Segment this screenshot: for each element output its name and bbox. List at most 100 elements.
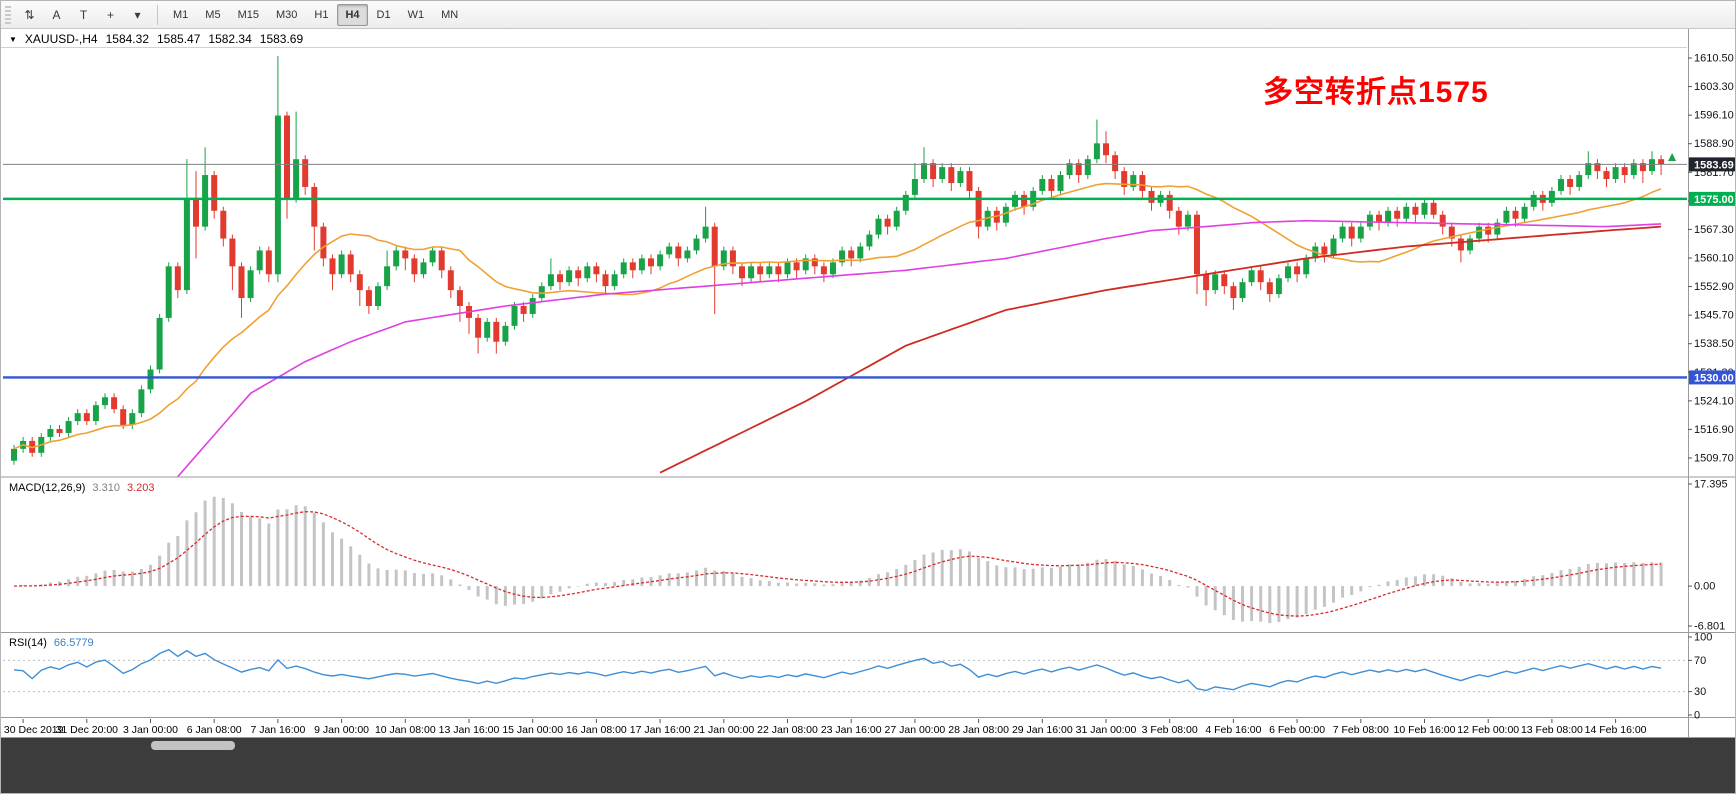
rsi-label: RSI(14)	[9, 637, 47, 649]
tool-text-label-icon[interactable]: T	[79, 7, 88, 22]
chart-ohlc-header: ▼ XAUUSD-,H4 1584.32 1585.47 1582.34 158…	[9, 32, 303, 46]
svg-text:1552.90: 1552.90	[1694, 281, 1734, 293]
svg-text:-6.801: -6.801	[1694, 621, 1725, 633]
toolbar-grip[interactable]	[5, 5, 11, 24]
svg-text:1516.90: 1516.90	[1694, 424, 1734, 436]
tool-draw-dropdown-icon[interactable]: ▾	[134, 7, 141, 22]
timeframe-button-h1[interactable]: H1	[314, 8, 329, 21]
svg-text:6 Jan 08:00: 6 Jan 08:00	[187, 724, 242, 736]
tool-chart-shift-icon[interactable]: ⇅	[24, 7, 35, 22]
svg-text:1603.30: 1603.30	[1694, 81, 1734, 93]
toolbar: ⇅ A T + ▾ M1 M5 M15 M30 H1 H4 D1 W1 MN	[1, 1, 1735, 29]
svg-text:16 Jan 08:00: 16 Jan 08:00	[566, 724, 627, 736]
moving-averages	[13, 182, 1662, 478]
open-value: 1584.32	[105, 32, 149, 46]
timeframe-group: M1 M5 M15 M30 H1 H4 D1 W1 MN	[165, 3, 466, 26]
svg-text:1610.50: 1610.50	[1694, 53, 1734, 65]
svg-text:12 Feb 00:00: 12 Feb 00:00	[1457, 724, 1519, 736]
macd-signal-line	[13, 511, 1662, 617]
svg-text:13 Jan 16:00: 13 Jan 16:00	[439, 724, 500, 736]
svg-text:70: 70	[1694, 655, 1706, 667]
svg-text:1588.90: 1588.90	[1694, 138, 1734, 150]
timeframe-button-w1[interactable]: W1	[407, 8, 425, 21]
close-value: 1583.69	[259, 32, 304, 46]
last-price-arrow-icon	[1668, 152, 1677, 161]
svg-text:1530.00: 1530.00	[1694, 372, 1734, 384]
svg-text:3 Feb 08:00: 3 Feb 08:00	[1142, 724, 1198, 736]
svg-text:1538.50: 1538.50	[1694, 338, 1734, 350]
svg-text:0: 0	[1694, 710, 1700, 722]
chart-canvas[interactable]: 1610.501603.301596.101588.901581.701574.…	[1, 29, 1736, 794]
svg-text:14 Feb 16:00: 14 Feb 16:00	[1585, 724, 1647, 736]
collapse-triangle-icon[interactable]: ▼	[9, 34, 17, 44]
timeframe-button-m15[interactable]: M15	[237, 8, 259, 21]
tool-crosshair-icon[interactable]: +	[106, 7, 114, 22]
svg-text:15 Jan 00:00: 15 Jan 00:00	[502, 724, 563, 736]
svg-text:0.00: 0.00	[1694, 581, 1715, 593]
svg-text:13 Feb 08:00: 13 Feb 08:00	[1521, 724, 1583, 736]
candlestick-series	[11, 56, 1665, 465]
timeframe-button-d1[interactable]: D1	[376, 8, 391, 21]
svg-text:31 Jan 00:00: 31 Jan 00:00	[1076, 724, 1137, 736]
svg-text:27 Jan 00:00: 27 Jan 00:00	[885, 724, 946, 736]
macd-main-value: 3.310	[92, 482, 120, 494]
svg-text:29 Jan 16:00: 29 Jan 16:00	[1012, 724, 1073, 736]
current-price-tag	[1689, 157, 1735, 172]
high-value: 1585.47	[157, 32, 201, 46]
resistance-price-tag	[1689, 191, 1735, 206]
svg-text:22 Jan 08:00: 22 Jan 08:00	[757, 724, 818, 736]
rsi-header: RSI(14) 66.5779	[9, 637, 94, 649]
macd-label: MACD(12,26,9)	[9, 482, 86, 494]
svg-text:17.395: 17.395	[1694, 479, 1728, 491]
rsi-panel	[3, 648, 1687, 693]
support-price-tag	[1689, 370, 1735, 385]
tool-group: ⇅ A T + ▾	[17, 3, 150, 27]
rsi-line	[13, 648, 1662, 692]
timeframe-button-m5[interactable]: M5	[205, 8, 221, 21]
svg-text:30 Dec 2019: 30 Dec 2019	[4, 724, 64, 736]
svg-text:1575.00: 1575.00	[1694, 194, 1734, 206]
macd-panel	[13, 496, 1663, 624]
svg-text:1567.30: 1567.30	[1694, 224, 1734, 236]
svg-text:31 Dec 20:00: 31 Dec 20:00	[56, 724, 119, 736]
svg-text:10 Feb 16:00: 10 Feb 16:00	[1394, 724, 1456, 736]
chart-area[interactable]: 1610.501603.301596.101588.901581.701574.…	[1, 29, 1736, 794]
rsi-value: 66.5779	[53, 637, 94, 649]
tool-text-icon[interactable]: A	[52, 7, 61, 22]
ma-slow-line	[659, 225, 1662, 474]
symbol-timeframe-label: XAUUSD-,H4	[24, 32, 98, 46]
svg-text:30: 30	[1694, 686, 1706, 698]
macd-signal-value: 3.203	[126, 482, 155, 494]
svg-text:100: 100	[1694, 632, 1712, 644]
toolbar-separator	[157, 4, 158, 25]
timeframe-button-m1[interactable]: M1	[173, 8, 189, 21]
svg-text:23 Jan 16:00: 23 Jan 16:00	[821, 724, 882, 736]
macd-header: MACD(12,26,9) 3.310 3.203	[9, 482, 154, 494]
timeframe-button-mn[interactable]: MN	[441, 8, 459, 21]
svg-text:6 Feb 00:00: 6 Feb 00:00	[1269, 724, 1325, 736]
low-value: 1582.34	[208, 32, 252, 46]
svg-text:1524.10: 1524.10	[1694, 395, 1734, 407]
svg-text:7 Feb 08:00: 7 Feb 08:00	[1333, 724, 1389, 736]
bottom-scroll-area[interactable]	[1, 738, 1736, 794]
svg-text:1509.70: 1509.70	[1694, 452, 1734, 464]
svg-text:1583.69: 1583.69	[1694, 159, 1734, 171]
svg-text:17 Jan 16:00: 17 Jan 16:00	[630, 724, 691, 736]
svg-text:1560.10: 1560.10	[1694, 252, 1734, 264]
scrollbar-thumb[interactable]	[151, 741, 235, 750]
svg-text:9 Jan 00:00: 9 Jan 00:00	[314, 724, 369, 736]
ma-mid-line	[177, 219, 1662, 478]
timeframe-button-h4[interactable]: H4	[337, 3, 368, 26]
svg-text:21 Jan 00:00: 21 Jan 00:00	[693, 724, 754, 736]
svg-text:10 Jan 08:00: 10 Jan 08:00	[375, 724, 436, 736]
svg-text:7 Jan 16:00: 7 Jan 16:00	[250, 724, 305, 736]
timeframe-button-m30[interactable]: M30	[275, 8, 298, 21]
svg-text:1596.10: 1596.10	[1694, 110, 1734, 122]
ma-fast-line	[13, 182, 1662, 450]
annotation-text[interactable]: 多空转折点1575	[1263, 76, 1489, 109]
svg-text:1545.70: 1545.70	[1694, 310, 1734, 322]
svg-text:28 Jan 08:00: 28 Jan 08:00	[948, 724, 1009, 736]
svg-text:3 Jan 00:00: 3 Jan 00:00	[123, 724, 178, 736]
